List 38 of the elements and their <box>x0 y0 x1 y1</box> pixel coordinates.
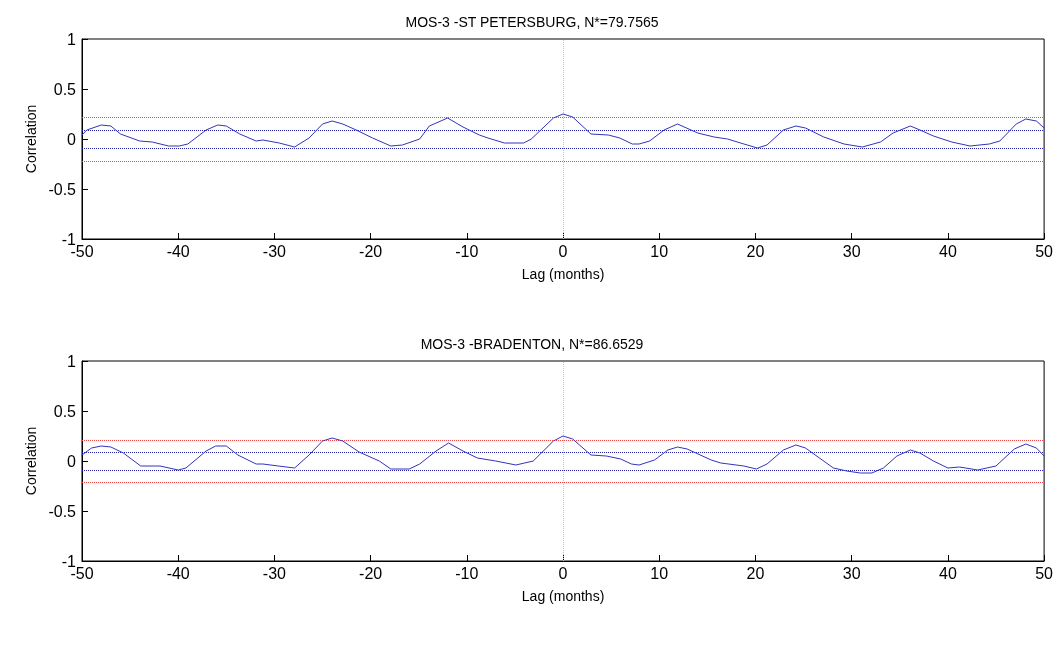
line-series <box>81 435 1045 474</box>
x-tick-label: 30 <box>842 242 861 260</box>
x-tick-label: -30 <box>262 242 287 260</box>
x-tick-label: -40 <box>166 242 190 260</box>
y-tick-label: 1 <box>67 30 77 48</box>
y-tick-label: 1 <box>67 352 77 370</box>
x-tick-label: 50 <box>1035 564 1054 582</box>
y-tick-label: 0 <box>67 452 77 470</box>
x-tick-label: 10 <box>650 564 669 582</box>
y-tick-label: 0 <box>67 130 77 148</box>
x-axis-title: Lag (months) <box>521 588 605 604</box>
x-tick-label: -10 <box>455 564 479 582</box>
x-tick-label: 0 <box>558 242 568 260</box>
x-tick-label: 20 <box>746 242 765 260</box>
x-tick-label: 30 <box>842 564 861 582</box>
y-tick-label: -0.5 <box>48 180 77 198</box>
line-series <box>81 113 1045 149</box>
y-tick-label: -1 <box>61 552 77 570</box>
x-tick-label: 40 <box>938 564 957 582</box>
y-tick-label: 0.5 <box>53 80 77 98</box>
x-tick-label: 20 <box>746 564 765 582</box>
chart-title: MOS-3 -ST PETERSBURG, N*=79.7565 <box>405 14 659 30</box>
y-tick-label: 0.5 <box>53 402 77 420</box>
x-tick-label: -20 <box>359 242 383 260</box>
x-tick-label: 10 <box>650 242 669 260</box>
x-tick-label: -40 <box>166 564 190 582</box>
chart-title: MOS-3 -BRADENTON, N*=86.6529 <box>420 336 644 352</box>
x-tick-label: 0 <box>558 564 568 582</box>
x-tick-label: -30 <box>262 564 287 582</box>
y-tick-label: -0.5 <box>48 502 77 520</box>
x-tick-label: -20 <box>359 564 383 582</box>
x-tick-label: 50 <box>1035 242 1054 260</box>
x-tick-label: -10 <box>455 242 479 260</box>
y-axis-title: Correlation <box>22 426 39 496</box>
y-tick-label: -1 <box>61 230 77 248</box>
x-tick-label: 40 <box>938 242 957 260</box>
x-axis-title: Lag (months) <box>521 266 605 282</box>
y-axis-title: Correlation <box>22 104 39 174</box>
